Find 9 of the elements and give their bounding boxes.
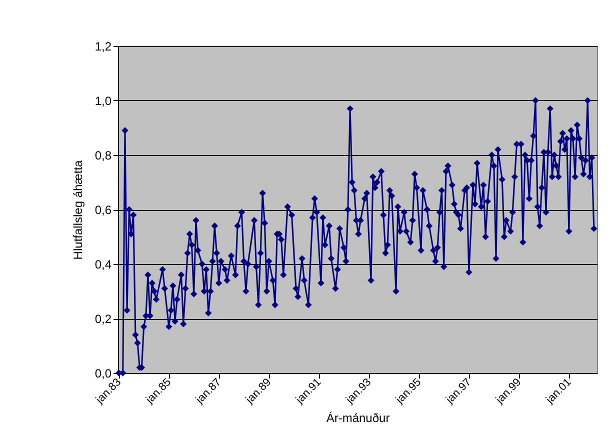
- y-tick-label: 0,2: [94, 312, 112, 326]
- y-tick-label: 0,4: [94, 258, 112, 272]
- y-tick-label: 1,2: [94, 40, 112, 54]
- y-tick-label: 0,6: [94, 203, 112, 217]
- y-tick-label: 0,8: [94, 148, 112, 162]
- x-axis-title: Ár-mánuður: [326, 411, 390, 426]
- y-axis-title: Hlutfallsleg áhætta: [70, 160, 85, 260]
- y-tick-label: 0,0: [94, 366, 112, 380]
- y-tick-label: 1,0: [94, 94, 112, 108]
